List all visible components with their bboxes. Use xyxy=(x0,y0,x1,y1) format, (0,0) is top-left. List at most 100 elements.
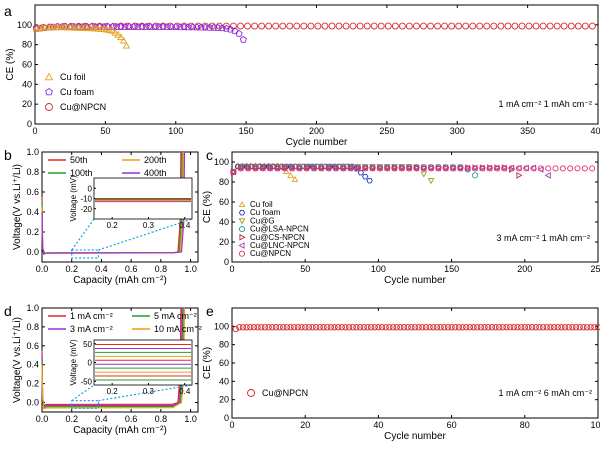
y-tick-label: 20 xyxy=(219,395,229,405)
cu-foil-point xyxy=(119,36,128,44)
cu-foam-point xyxy=(134,23,142,30)
cu-npcn-point xyxy=(517,324,525,331)
cu-npcn-point xyxy=(377,22,385,30)
ce-point xyxy=(559,165,566,172)
inset-y-tick-label: -10 xyxy=(80,195,92,204)
cu-npcn-point xyxy=(239,324,247,331)
cu-npcn-point xyxy=(328,22,336,30)
cu-npcn-point xyxy=(314,22,322,30)
ce-point xyxy=(464,164,471,172)
cu-npcn-point xyxy=(547,324,554,331)
cu-npcn-point xyxy=(420,22,427,30)
cu-npcn-point xyxy=(459,324,466,331)
y-tick-label: 0.0 xyxy=(26,398,39,408)
legend-label: Cu@NPCN xyxy=(60,102,106,112)
legend-label: 100th xyxy=(70,168,93,178)
cu-npcn-point xyxy=(232,325,239,333)
x-tick-label: 150 xyxy=(239,126,254,136)
cu-foam-point xyxy=(184,23,192,31)
y-tick-label: 0.6 xyxy=(26,187,39,197)
x-tick-label: 0.2 xyxy=(65,414,78,424)
cu-npcn-point xyxy=(367,324,375,331)
x-tick-label: 150 xyxy=(444,264,459,274)
ce-point xyxy=(347,165,354,172)
voltage-curve xyxy=(41,151,186,255)
legend-label: Cu@LNC-NPCN xyxy=(250,241,310,250)
cu-npcn-point xyxy=(521,324,528,331)
cu-npcn-point xyxy=(412,22,420,30)
cu-npcn-point xyxy=(427,22,434,30)
ce-point xyxy=(291,175,299,182)
legend-marker xyxy=(238,226,246,233)
cu-foam-point xyxy=(172,23,180,31)
legend-label: Cu@CS-NPCN xyxy=(250,233,305,242)
panel-b: b 0.0 0.2 0.4 0.6 0.8 1.0 0.0 0.2 0.4 0.6 0.8 1.0 Cap… xyxy=(4,147,199,286)
ce-point xyxy=(449,164,456,172)
panel-a: a 0 50 100 150 200 250 300 350 400 0 20 40 60 80 100 Cyc… xyxy=(4,3,600,148)
y-tick-label: 1.0 xyxy=(26,303,39,313)
cu-npcn-point xyxy=(469,22,477,30)
ce-point xyxy=(545,165,552,172)
cu-foam-point xyxy=(180,23,188,31)
ce-point xyxy=(296,165,303,172)
cu-npcn-point xyxy=(334,324,342,331)
legend-label: 3 mA cm⁻² xyxy=(70,324,113,334)
x-tick-label: 80 xyxy=(520,420,530,430)
cu-npcn-point xyxy=(477,324,485,331)
ce-point xyxy=(523,165,530,172)
panel-letter-d: d xyxy=(4,303,12,319)
cu-foam-point xyxy=(176,23,184,31)
panel-letter-a: a xyxy=(4,3,12,19)
ce-point xyxy=(230,168,237,176)
y-tick-label: 0.4 xyxy=(26,207,39,217)
panel-letter-b: b xyxy=(4,147,12,163)
cu-foam-point xyxy=(117,23,125,30)
legend-marker xyxy=(238,218,246,225)
ce-point xyxy=(245,165,252,172)
cu-foam-point xyxy=(142,23,150,30)
cu-npcn-point xyxy=(309,324,316,331)
cu-npcn-point xyxy=(353,324,360,331)
cu-npcn-point xyxy=(316,324,323,331)
ce-point xyxy=(516,171,523,179)
ce-point xyxy=(398,165,405,172)
legend-marker xyxy=(238,242,245,249)
legend-marker xyxy=(238,250,246,257)
x-tick-label: 0 xyxy=(229,264,234,274)
y-tick-label: 1.0 xyxy=(26,147,39,157)
legend-marker xyxy=(247,389,255,397)
cu-npcn-point xyxy=(466,324,474,331)
cu-npcn-point xyxy=(514,324,521,331)
cu-npcn-point xyxy=(305,324,313,331)
cu-npcn-point xyxy=(587,324,594,331)
cu-npcn-point xyxy=(363,22,371,30)
cu-npcn-point xyxy=(433,324,441,331)
cu-npcn-point xyxy=(261,324,269,331)
legend-label: Cu@NPCN xyxy=(250,249,291,258)
cu-npcn-point xyxy=(320,324,327,331)
cu-npcn-point xyxy=(250,324,258,331)
cu-npcn-point xyxy=(553,22,561,30)
ce-point xyxy=(332,164,339,172)
cu-npcn-point xyxy=(279,22,287,30)
ce-point xyxy=(281,164,288,172)
cu-npcn-point xyxy=(360,324,367,331)
ce-point xyxy=(493,165,501,172)
ce-point xyxy=(288,164,295,172)
legend-marker xyxy=(45,103,53,111)
cu-npcn-point xyxy=(384,22,392,30)
x-tick-label: 1.0 xyxy=(184,414,197,424)
legend-label: Cu@G xyxy=(250,216,275,225)
ce-point xyxy=(434,164,441,172)
cu-npcn-point xyxy=(550,324,558,331)
cu-npcn-point xyxy=(474,324,481,331)
cu-npcn-point xyxy=(302,324,309,331)
cu-npcn-point xyxy=(437,324,444,331)
ce-point xyxy=(287,171,294,178)
cu-npcn-point xyxy=(349,324,356,331)
cu-npcn-point xyxy=(452,324,459,331)
inset-x-tick-label: 0.2 xyxy=(107,387,119,396)
cu-npcn-point xyxy=(536,324,543,331)
cu-npcn-point xyxy=(497,22,505,30)
